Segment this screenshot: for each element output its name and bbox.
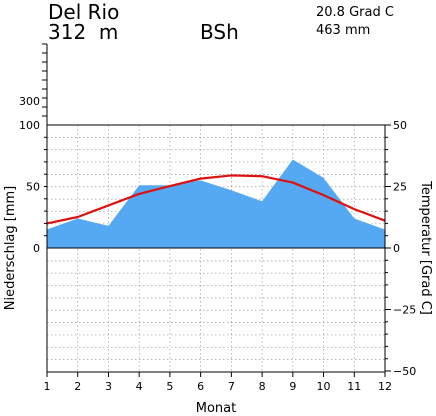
- upper-tick-label: 300: [19, 95, 40, 108]
- x-tick-label: 3: [105, 380, 112, 393]
- x-tick-label: 2: [74, 380, 81, 393]
- right-tick-label: 25: [393, 181, 407, 194]
- x-tick-label: 9: [289, 380, 296, 393]
- right-axis-title: Temperatur [Grad C]: [418, 180, 433, 315]
- mean-temperature: 20.8 Grad C: [316, 5, 394, 20]
- right-tick-label: −50: [393, 365, 416, 378]
- x-tick-label: 7: [228, 380, 235, 393]
- station-altitude: 312 m: [48, 20, 119, 44]
- x-tick-label: 4: [136, 380, 143, 393]
- x-tick-label: 12: [378, 380, 392, 393]
- right-tick-label: 0: [393, 242, 400, 255]
- x-tick-label: 11: [347, 380, 361, 393]
- station-name: Del Rio: [48, 0, 120, 24]
- temperature-line: [46, 174, 386, 225]
- left-axis-title: Niederschlag [mm]: [3, 186, 18, 311]
- left-tick-label: 50: [26, 181, 40, 194]
- x-tick-label: 8: [259, 380, 266, 393]
- x-tick-label: 1: [44, 380, 51, 393]
- x-tick-label: 10: [317, 380, 331, 393]
- x-tick-label: 5: [166, 380, 173, 393]
- precipitation-area: [47, 159, 385, 248]
- left-tick-label: 0: [33, 242, 40, 255]
- x-tick-label: 6: [197, 380, 204, 393]
- annual-precipitation: 463 mm: [316, 23, 371, 38]
- climate-class: BSh: [200, 20, 239, 44]
- right-tick-label: −25: [393, 304, 416, 317]
- right-tick-label: 50: [393, 119, 407, 132]
- x-axis-title: Monat: [196, 401, 236, 416]
- left-tick-label: 100: [19, 119, 40, 132]
